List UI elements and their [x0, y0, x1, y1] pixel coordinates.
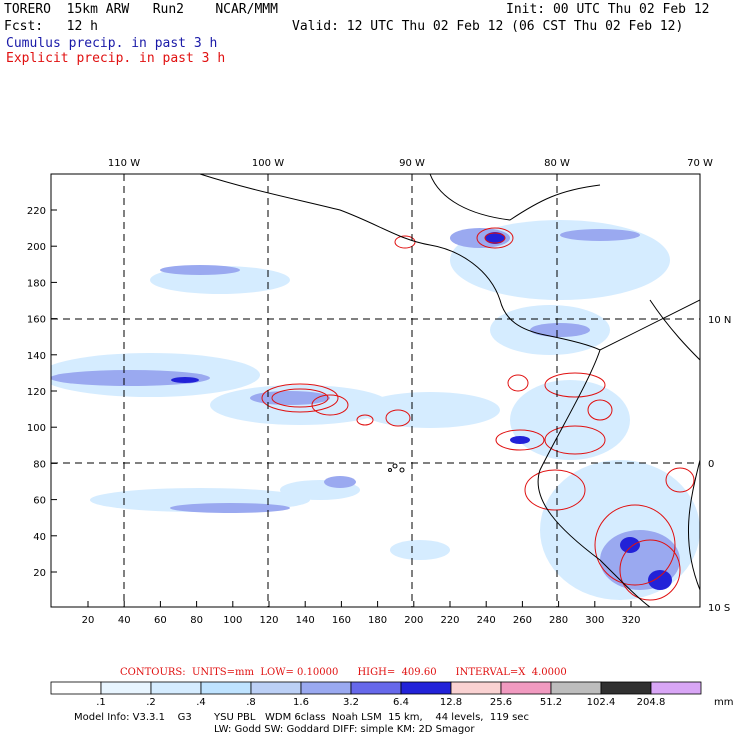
- y-tick-label: 160: [27, 315, 46, 326]
- colorbar-swatch: [500, 681, 552, 695]
- x-tick-label: 40: [118, 615, 131, 626]
- y-tick-label: 220: [27, 206, 46, 217]
- colorbar-swatch: [200, 681, 252, 695]
- cumulus-legend-label: Cumulus precip. in past 3 h: [6, 36, 218, 51]
- lon-label-90w: 90 W: [399, 158, 425, 169]
- x-tick-label: 20: [82, 615, 95, 626]
- colorbar-unit: mm: [714, 697, 733, 708]
- y-tick-label: 40: [33, 532, 46, 543]
- model-info-line1: Model Info: V3.3.1 G3 YSU PBL WDM 6class…: [74, 712, 529, 723]
- precip-layer: [51, 220, 700, 601]
- lat-label-10s: 10 S: [708, 603, 730, 614]
- lon-label-100w: 100 W: [252, 158, 284, 169]
- colorbar-swatch: [600, 681, 652, 695]
- y-tick-label: 20: [33, 568, 46, 579]
- colorbar-swatch: [550, 681, 602, 695]
- colorbar-level-label: 3.2: [343, 697, 359, 708]
- model-info-line2: LW: Godd SW: Goddard DIFF: simple KM: 2D…: [214, 724, 475, 735]
- colorbar-level-label: .1: [96, 697, 106, 708]
- colorbar-swatch: [250, 681, 302, 695]
- init-time: Init: 00 UTC Thu 02 Feb 12: [506, 2, 710, 17]
- x-tick-label: 100: [223, 615, 242, 626]
- colorbar-swatch: [50, 681, 102, 695]
- y-tick-label: 100: [27, 423, 46, 434]
- y-tick-label: 60: [33, 496, 46, 507]
- x-tick-label: 300: [585, 615, 604, 626]
- forecast-hour: Fcst: 12 h: [4, 19, 98, 34]
- x-tick-label: 140: [296, 615, 315, 626]
- x-tick-label: 120: [259, 615, 278, 626]
- explicit-legend-label: Explicit precip. in past 3 h: [6, 51, 226, 66]
- colorbar-level-label: 6.4: [393, 697, 409, 708]
- x-axis-ticks: 20 40 60 80 100 120 140 160 180 200 220 240 260 280 30…: [82, 601, 641, 626]
- lat-label-0: 0: [708, 459, 714, 470]
- colorbar-level-label: .8: [246, 697, 256, 708]
- colorbar-level-label: 102.4: [587, 697, 616, 708]
- colorbar-level-label: 204.8: [637, 697, 666, 708]
- x-tick-label: 200: [404, 615, 423, 626]
- x-tick-label: 80: [190, 615, 203, 626]
- y-tick-label: 140: [27, 351, 46, 362]
- x-tick-label: 180: [368, 615, 387, 626]
- lon-label-110w: 110 W: [108, 158, 140, 169]
- colorbar-level-label: 51.2: [540, 697, 562, 708]
- colorbar-swatch: [150, 681, 202, 695]
- lon-label-70w: 70 W: [687, 158, 713, 169]
- contour-info: CONTOURS: UNITS=mm LOW= 0.10000 HIGH= 40…: [120, 667, 567, 678]
- x-tick-label: 60: [154, 615, 167, 626]
- colorbar-level-label: 1.6: [293, 697, 309, 708]
- y-tick-label: 180: [27, 278, 46, 289]
- x-tick-label: 220: [440, 615, 459, 626]
- colorbar-level-label: 12.8: [440, 697, 462, 708]
- colorbar-swatch: [350, 681, 402, 695]
- x-tick-label: 260: [513, 615, 532, 626]
- colorbar-level-label: .4: [196, 697, 206, 708]
- lat-label-10n: 10 N: [708, 315, 731, 326]
- coastlines: [199, 174, 700, 607]
- x-tick-label: 320: [621, 615, 640, 626]
- valid-time: Valid: 12 UTC Thu 02 Feb 12 (06 CST Thu …: [292, 19, 684, 34]
- x-tick-label: 240: [477, 615, 496, 626]
- y-tick-label: 80: [33, 459, 46, 470]
- y-tick-label: 200: [27, 242, 46, 253]
- lon-label-80w: 80 W: [544, 158, 570, 169]
- y-tick-label: 120: [27, 387, 46, 398]
- latlon-grid: [51, 174, 700, 607]
- colorbar-swatch: [650, 681, 702, 695]
- colorbar: .1 .2 .4 .8 1.6 3.2 6.4 12.8 25.6 51.2 102.4 204.8: [50, 681, 702, 708]
- x-tick-label: 160: [332, 615, 351, 626]
- x-tick-label: 280: [549, 615, 568, 626]
- explicit-contours: [261, 227, 695, 601]
- colorbar-level-label: 25.6: [490, 697, 512, 708]
- colorbar-swatch: [400, 681, 452, 695]
- colorbar-swatch: [300, 681, 352, 695]
- y-axis-ticks: 20 40 60 80 100 120 140 160 180 200 220: [27, 206, 57, 579]
- colorbar-swatch: [450, 681, 502, 695]
- itcz-heavy-cells: [171, 232, 672, 590]
- colorbar-level-label: .2: [146, 697, 156, 708]
- colorbar-swatch: [100, 681, 152, 695]
- model-title: TORERO 15km ARW Run2 NCAR/MMM: [4, 2, 278, 17]
